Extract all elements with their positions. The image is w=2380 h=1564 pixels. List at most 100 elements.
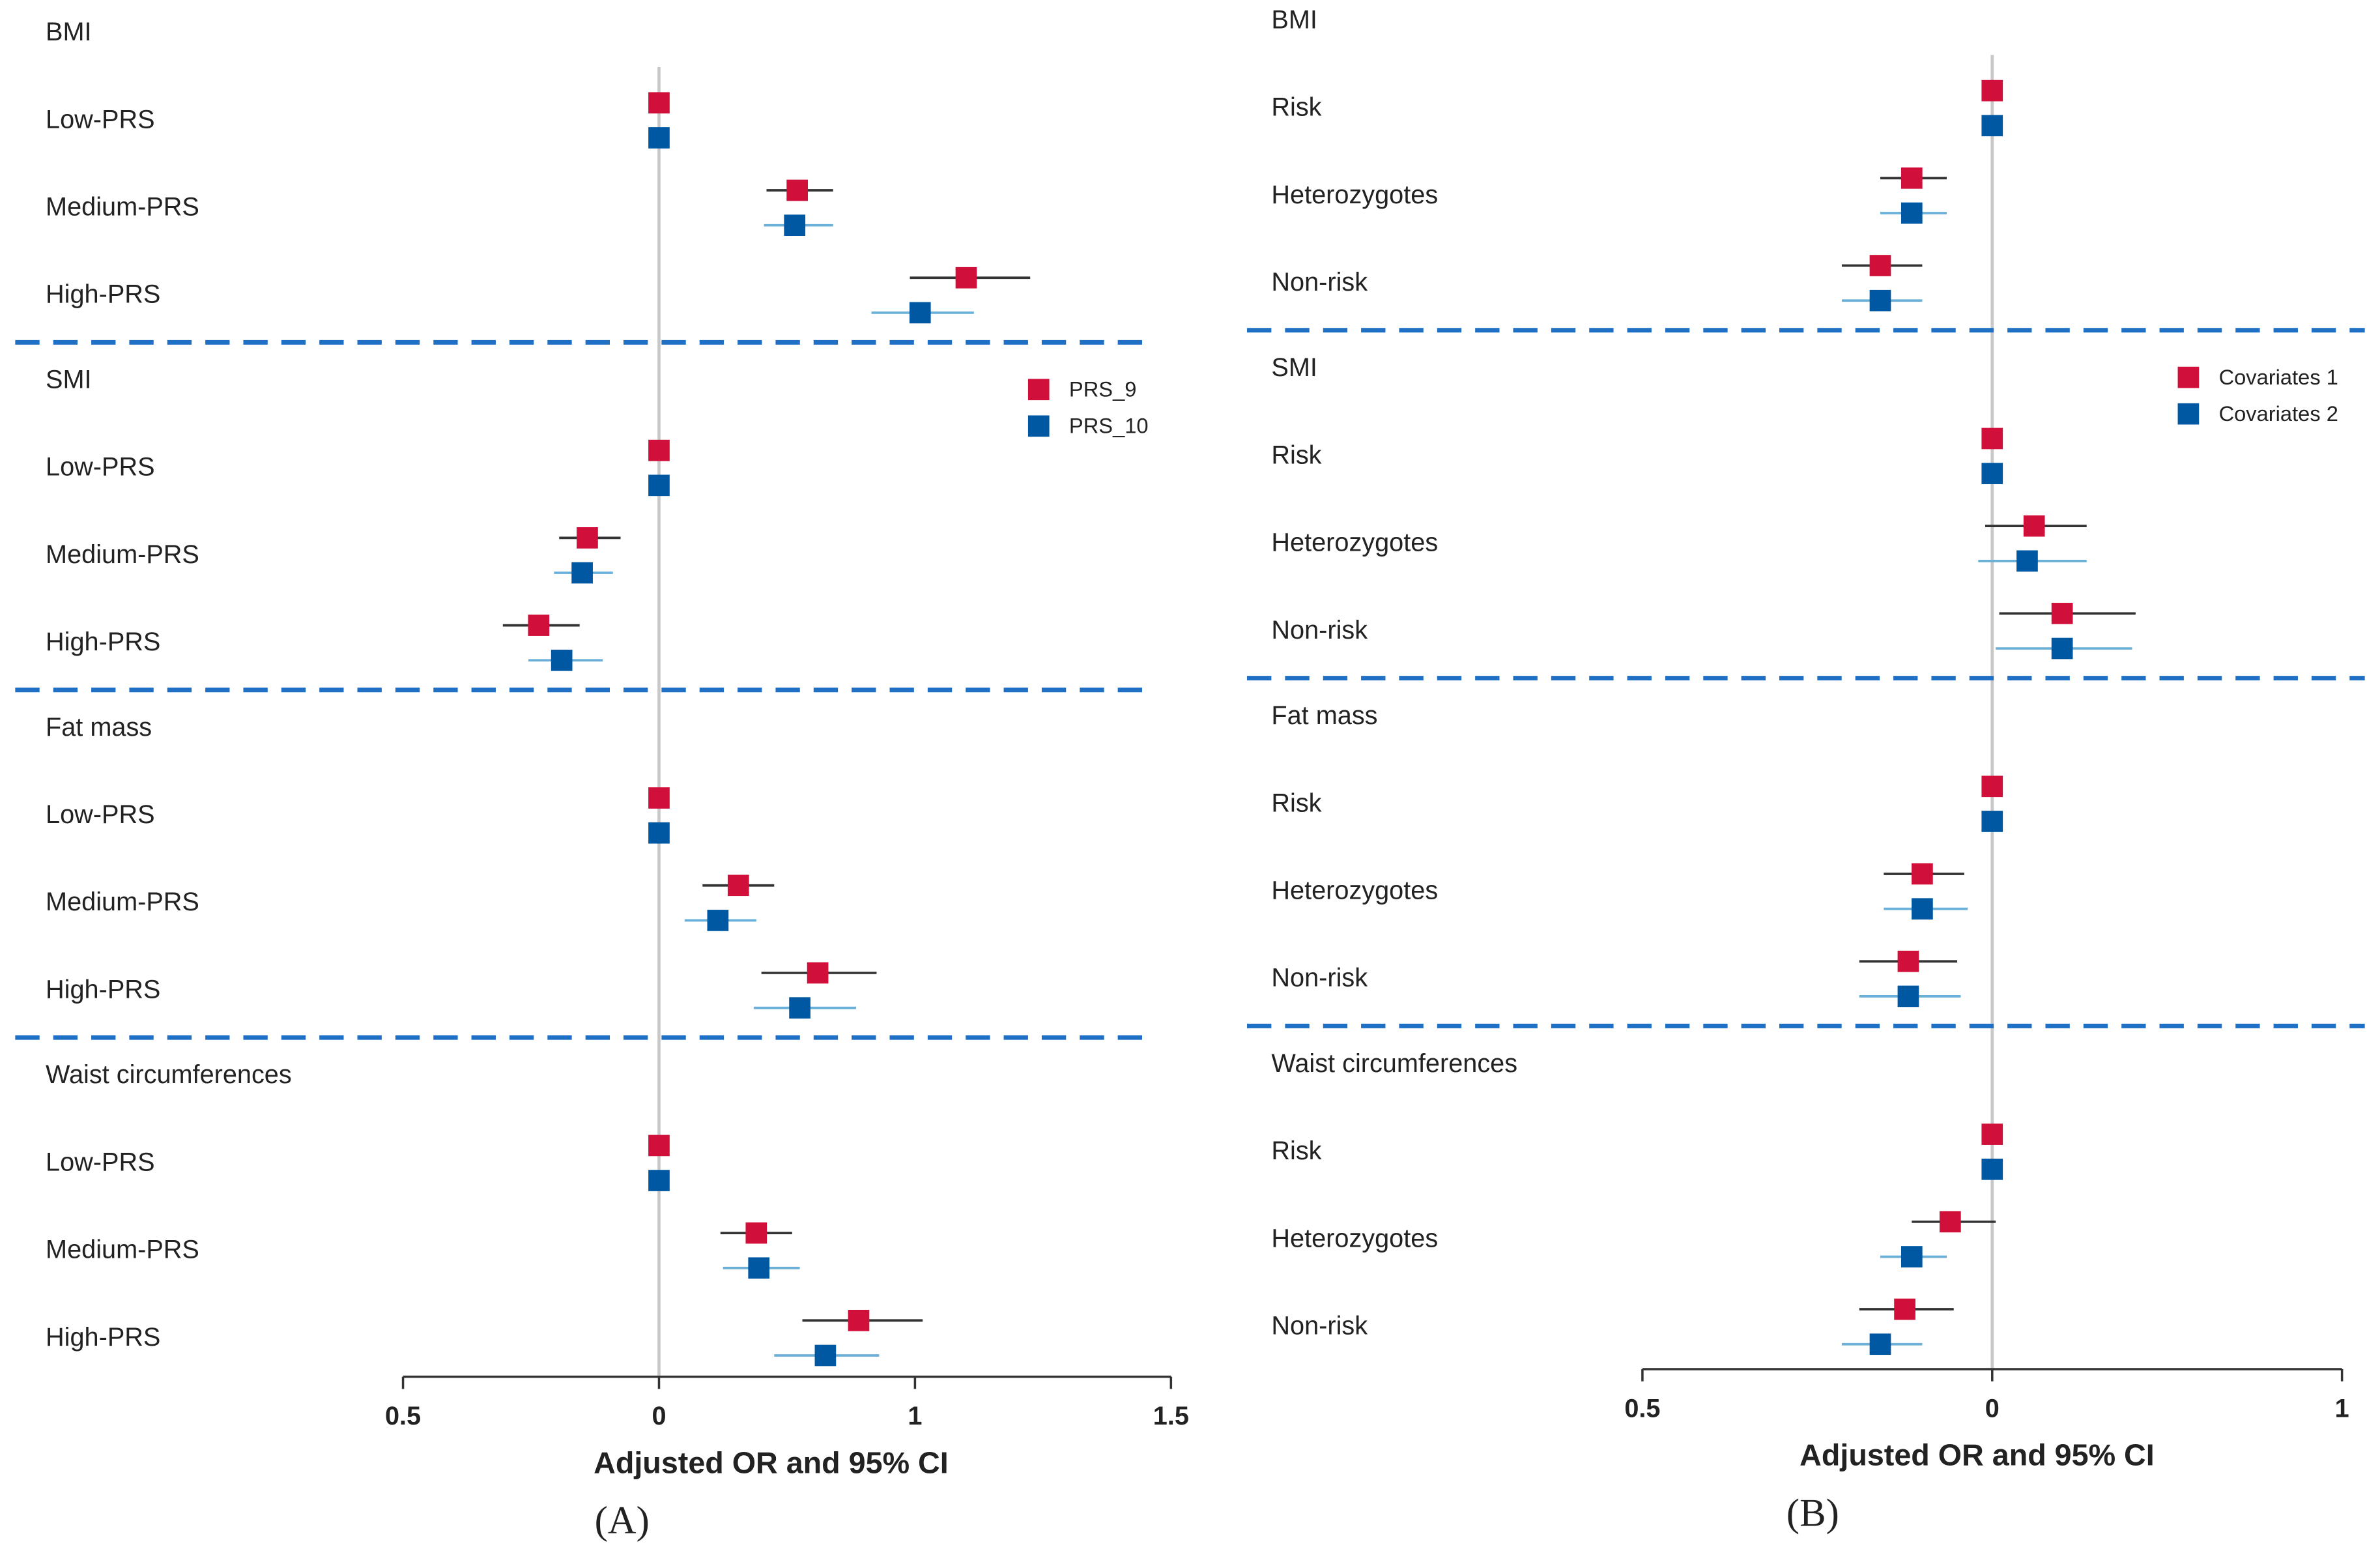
point-marker: [648, 1135, 670, 1157]
point-marker: [1981, 80, 2003, 102]
point-marker: [1912, 898, 1933, 920]
point-marker: [1869, 1333, 1891, 1355]
point-marker: [1981, 1123, 2003, 1145]
point-marker: [807, 962, 829, 984]
legend-label: Covariates 2: [2219, 401, 2338, 426]
panel-label: (A): [595, 1499, 650, 1542]
row-label: High-PRS: [46, 1323, 160, 1352]
point-marker: [1981, 1158, 2003, 1180]
point-marker: [2023, 515, 2045, 537]
point-marker: [786, 179, 808, 201]
point-marker: [1981, 775, 2003, 798]
x-tick-label: 1: [2335, 1395, 2349, 1423]
row-label: High-PRS: [46, 975, 160, 1004]
point-marker: [648, 822, 670, 844]
point-marker: [1900, 202, 1923, 224]
point-marker: [707, 910, 729, 931]
row-label: Low-PRS: [46, 453, 155, 482]
point-marker: [1897, 950, 1919, 972]
point-marker: [2016, 550, 2038, 572]
x-tick-label: 1.5: [1153, 1402, 1189, 1430]
group-heading: SMI: [46, 365, 92, 394]
row-label: Non-risk: [1271, 964, 1368, 992]
point-marker: [571, 562, 593, 584]
row-label: Risk: [1271, 441, 1321, 469]
group-heading: Waist circumferences: [46, 1060, 292, 1089]
point-marker: [784, 214, 806, 237]
point-marker: [648, 439, 670, 461]
point-marker: [814, 1344, 837, 1367]
row-label: Low-PRS: [46, 1148, 155, 1176]
row-label: Non-risk: [1271, 268, 1368, 297]
point-marker: [789, 997, 810, 1019]
legend-label: PRS_9: [1069, 377, 1136, 401]
row-label: Heterozygotes: [1271, 1224, 1438, 1253]
row-label: Heterozygotes: [1271, 529, 1438, 557]
point-marker: [745, 1222, 767, 1244]
panel-label: (B): [1786, 1491, 1839, 1535]
point-marker: [1981, 115, 2003, 137]
group-heading: BMI: [46, 18, 92, 46]
point-marker: [1900, 167, 1923, 189]
row-label: Risk: [1271, 93, 1321, 122]
row-label: Heterozygotes: [1271, 181, 1438, 209]
point-marker: [648, 474, 670, 497]
group-heading: Fat mass: [1271, 701, 1377, 730]
legend-label: Covariates 1: [2219, 365, 2338, 389]
point-marker: [648, 127, 670, 149]
row-label: Medium-PRS: [46, 540, 199, 569]
legend-swatch: [1027, 415, 1050, 437]
row-label: Non-risk: [1271, 616, 1368, 644]
point-marker: [2051, 637, 2073, 659]
row-label: Risk: [1271, 1137, 1321, 1165]
point-marker: [551, 649, 573, 671]
x-tick-label: 0.5: [385, 1402, 421, 1430]
x-axis-label: Adjusted OR and 95% CI: [1799, 1438, 2155, 1472]
point-marker: [648, 787, 670, 809]
legend-swatch: [1027, 379, 1050, 401]
x-tick-label: 0: [652, 1402, 666, 1430]
point-marker: [1981, 463, 2003, 484]
point-marker: [1981, 427, 2003, 450]
point-marker: [909, 302, 931, 324]
group-heading: Waist circumferences: [1271, 1049, 1517, 1078]
row-label: Medium-PRS: [46, 192, 199, 221]
group-heading: Fat mass: [46, 713, 152, 742]
row-label: Low-PRS: [46, 800, 155, 829]
x-tick-label: 1: [908, 1402, 922, 1430]
point-marker: [1981, 811, 2003, 832]
x-tick-label: 0.5: [1624, 1395, 1660, 1423]
point-marker: [528, 615, 550, 636]
row-label: Risk: [1271, 789, 1321, 817]
row-label: Medium-PRS: [46, 1236, 199, 1264]
point-marker: [848, 1309, 870, 1331]
point-marker: [648, 92, 670, 114]
point-marker: [1912, 863, 1933, 885]
legend-swatch: [2177, 366, 2200, 388]
x-tick-label: 0: [1985, 1395, 2000, 1423]
group-heading: SMI: [1271, 353, 1317, 382]
point-marker: [2051, 603, 2073, 624]
point-marker: [1897, 985, 1919, 1007]
point-marker: [1900, 1246, 1923, 1267]
point-marker: [1869, 289, 1891, 311]
row-label: Non-risk: [1271, 1312, 1368, 1340]
legend-label: PRS_10: [1069, 414, 1149, 438]
point-marker: [955, 267, 977, 289]
point-marker: [648, 1170, 670, 1191]
row-label: High-PRS: [46, 280, 160, 309]
point-marker: [1940, 1211, 1961, 1233]
point-marker: [1894, 1298, 1915, 1320]
point-marker: [748, 1257, 770, 1279]
row-label: Medium-PRS: [46, 888, 199, 916]
row-label: Low-PRS: [46, 105, 155, 134]
point-marker: [727, 875, 749, 897]
point-marker: [577, 527, 598, 549]
legend-swatch: [2177, 403, 2200, 425]
point-marker: [1869, 255, 1891, 276]
row-label: Heterozygotes: [1271, 876, 1438, 905]
x-axis-label: Adjusted OR and 95% CI: [594, 1445, 949, 1479]
row-label: High-PRS: [46, 628, 160, 656]
group-heading: BMI: [1271, 5, 1317, 34]
